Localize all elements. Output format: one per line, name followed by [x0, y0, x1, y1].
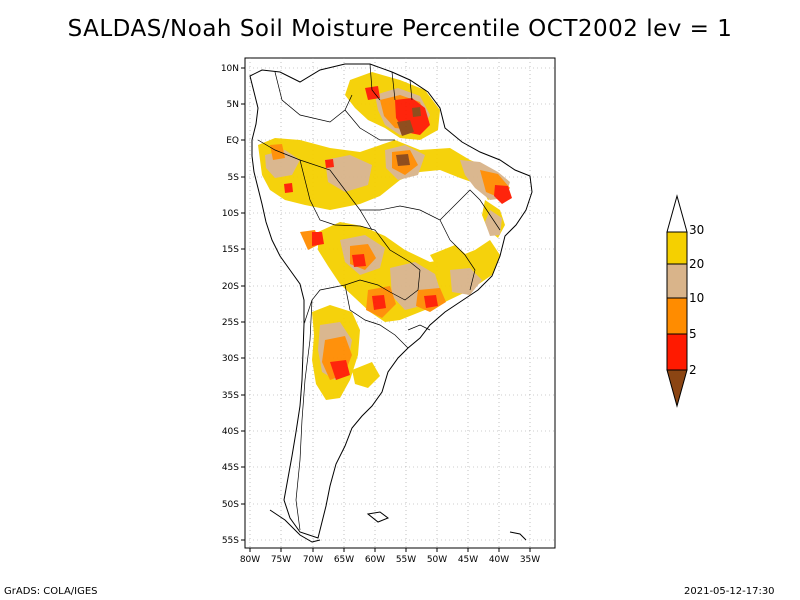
axis-ticks — [241, 67, 531, 552]
legend-label: 5 — [689, 327, 697, 341]
colorbar-top-triangle — [666, 194, 688, 233]
lon-label: 50W — [427, 555, 447, 565]
colorbar-segment — [666, 333, 688, 371]
colorbar-bottom-triangle — [666, 369, 688, 408]
lat-label: 50S — [222, 500, 239, 510]
legend-label: 20 — [689, 257, 705, 271]
lat-label: 15S — [222, 245, 239, 255]
lat-label: 25S — [222, 318, 239, 328]
soil-moisture-shading — [258, 72, 512, 400]
lat-label: 10S — [222, 209, 239, 219]
lat-label: 5S — [228, 173, 240, 183]
lat-label: 30S — [222, 354, 239, 364]
lat-label: 55S — [222, 536, 239, 546]
lon-label: 70W — [303, 555, 323, 565]
longitude-labels: 80W 75W 70W 65W 60W 55W 50W 45W 40W 35W — [240, 555, 540, 565]
colorbar-segment — [666, 263, 688, 299]
map-title: SALDAS/Noah Soil Moisture Percentile OCT… — [67, 16, 733, 42]
lat-label: 45S — [222, 463, 239, 473]
colorbar-segment — [666, 231, 688, 265]
country-borders — [257, 63, 501, 531]
colorbar-segment — [666, 297, 688, 335]
colorbar-legend — [666, 194, 688, 408]
lat-label: 5N — [227, 100, 239, 110]
legend-label: 10 — [689, 291, 705, 305]
map-grid — [245, 58, 555, 548]
legend-label: 30 — [689, 223, 705, 237]
lon-label: 40W — [489, 555, 509, 565]
legend-label: 2 — [689, 363, 697, 377]
lon-label: 60W — [365, 555, 385, 565]
lon-label: 35W — [520, 555, 540, 565]
lon-label: 65W — [334, 555, 354, 565]
lat-label: 40S — [222, 427, 239, 437]
lon-label: 45W — [458, 555, 478, 565]
lat-label: 20S — [222, 282, 239, 292]
coastline — [249, 63, 533, 543]
lon-label: 75W — [271, 555, 291, 565]
latitude-labels: 10N 5N EQ 5S 10S 15S 20S 25S 30S 35S 40S… — [221, 64, 239, 546]
lon-label: 80W — [240, 555, 260, 565]
footer-timestamp: 2021-05-12-17:30 — [684, 586, 775, 597]
lat-label: EQ — [226, 136, 239, 146]
lon-label: 55W — [396, 555, 416, 565]
lat-label: 10N — [221, 64, 239, 74]
footer-credit: GrADS: COLA/IGES — [4, 586, 98, 597]
lat-label: 35S — [222, 391, 239, 401]
